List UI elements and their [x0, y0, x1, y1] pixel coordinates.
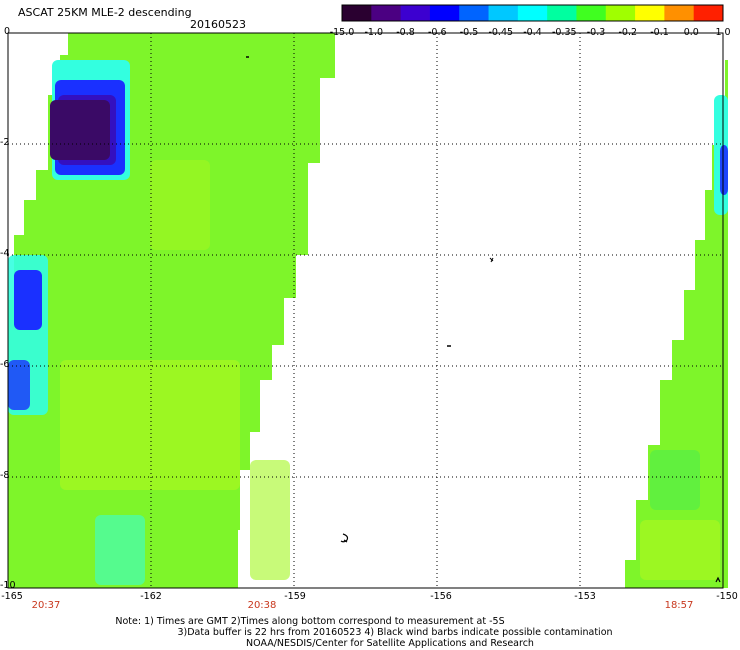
light-green-patch: [60, 360, 240, 490]
wind-barb: [489, 257, 494, 263]
wind-barbs: [246, 56, 721, 583]
light-green-patch: [250, 460, 290, 580]
color-bar-label: 1.0: [715, 27, 731, 38]
footnote-line-3: NOAA/NESDIS/Center for Satellite Applica…: [246, 638, 534, 649]
cyan-zone: [95, 515, 145, 585]
color-bar-label: 0.0: [683, 27, 699, 38]
color-bar-label: -15.0: [329, 27, 355, 38]
lon-label: -162: [140, 591, 162, 602]
lat-label: 0: [4, 26, 11, 37]
lat-label: -6: [0, 359, 10, 370]
lon-label: -156: [430, 591, 452, 602]
color-bar-segment: [664, 5, 695, 21]
color-bar-segment: [517, 5, 548, 21]
footnote-line-2: 3)Data buffer is 22 hrs from 20160523 4)…: [177, 627, 613, 638]
color-bar-segment: [459, 5, 490, 21]
map-frame: [7, 32, 724, 589]
color-bar-label: -0.3: [586, 27, 606, 38]
lat-lon-grid: [8, 32, 723, 588]
blue-zone: [720, 145, 728, 195]
lon-label: -165: [1, 591, 23, 602]
lat-label: -2: [0, 137, 10, 148]
color-bar: [341, 4, 724, 22]
wind-swaths: [8, 33, 728, 588]
color-bar-segment: [693, 5, 724, 21]
wind-barb: [340, 533, 349, 543]
color-bar-label: -0.6: [427, 27, 447, 38]
color-bar-segment: [400, 5, 431, 21]
footnote-line-1: Note: 1) Times are GMT 2)Times along bot…: [115, 616, 505, 627]
color-bar-segment: [547, 5, 577, 21]
blue-zone: [8, 360, 30, 410]
color-bar-segment: [576, 5, 607, 21]
color-bar-segment: [342, 5, 372, 21]
blue-zone: [14, 270, 42, 330]
color-bar-label: -0.8: [396, 27, 415, 38]
green-patch: [650, 450, 700, 510]
color-bar-label: -0.45: [488, 27, 514, 38]
color-bar-label: -0.1: [650, 27, 669, 38]
color-bar-segment: [429, 5, 460, 21]
lat-label: -10: [0, 580, 16, 591]
time-label: 20:38: [247, 600, 277, 611]
time-label: 20:37: [31, 600, 61, 611]
color-bar-segment: [635, 5, 665, 21]
color-bar-label: -1.0: [364, 27, 384, 38]
lon-label: -159: [284, 591, 306, 602]
lon-label: -153: [574, 591, 596, 602]
time-label: 18:57: [664, 600, 694, 611]
color-bar-segment: [371, 5, 402, 21]
wind-barb: [715, 576, 721, 583]
light-green-patch: [640, 520, 720, 580]
lat-label: -8: [0, 470, 10, 481]
color-bar-label: -0.35: [551, 27, 577, 38]
lat-label: -4: [0, 248, 10, 259]
purple-zone: [50, 100, 110, 160]
color-bar-label: -0.5: [459, 27, 479, 38]
map-date: 20160523: [190, 18, 246, 31]
light-green-patch: [150, 160, 210, 250]
map-title: ASCAT 25KM MLE-2 descending: [18, 6, 192, 19]
lon-label: -150: [716, 591, 738, 602]
color-bar-label: -0.4: [523, 27, 542, 38]
color-bar-label: -0.2: [618, 27, 638, 38]
color-bar-segment: [605, 5, 636, 21]
color-bar-segment: [488, 5, 519, 21]
